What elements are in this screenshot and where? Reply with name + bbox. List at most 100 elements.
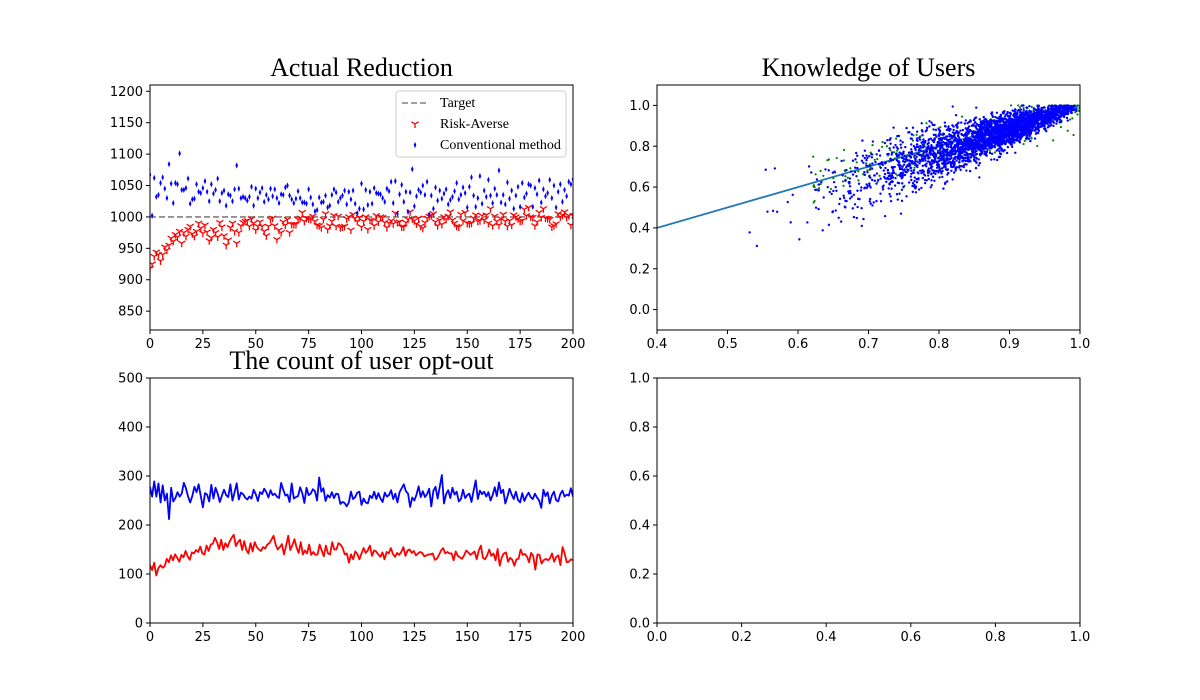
blue-point <box>978 118 981 121</box>
blue-point <box>1005 151 1009 155</box>
green-point <box>925 122 928 125</box>
blue-point <box>921 143 924 146</box>
blue-point <box>1020 132 1023 135</box>
blue-point <box>1030 116 1033 120</box>
blue-point <box>965 138 968 141</box>
blue-point <box>889 199 893 203</box>
blue-point <box>990 124 993 127</box>
blue-point <box>971 124 974 127</box>
blue-point <box>950 140 953 143</box>
blue-point <box>954 166 957 170</box>
risk-averse-point <box>418 225 427 233</box>
blue-point <box>953 133 956 136</box>
blue-point <box>931 123 934 127</box>
blue-point <box>1014 115 1017 119</box>
conventional-point <box>444 186 448 193</box>
blue-point <box>982 145 985 149</box>
conventional-point <box>559 181 562 188</box>
risk-averse-point <box>569 212 573 220</box>
blue-point <box>868 174 871 178</box>
blue-point <box>998 144 1001 147</box>
blue-point <box>865 154 868 157</box>
blue-point <box>927 139 930 142</box>
conventional-point <box>487 176 490 184</box>
blue-point <box>991 127 994 131</box>
blue-point <box>840 159 843 163</box>
risk-averse-point <box>264 223 273 231</box>
blue-point <box>975 143 978 147</box>
blue-point <box>935 166 939 169</box>
blue-point <box>951 105 954 108</box>
blue-point <box>886 176 889 180</box>
blue-point <box>900 199 904 203</box>
conventional-point <box>434 184 437 191</box>
conventional-point <box>408 189 412 196</box>
blue-point <box>986 122 989 126</box>
blue-point <box>937 134 941 138</box>
risk-averse-point <box>156 258 165 265</box>
blue-point <box>913 176 916 179</box>
conventional-point <box>313 208 317 215</box>
blue-point <box>1008 117 1011 120</box>
blue-point <box>963 122 967 125</box>
conventional-point <box>210 181 213 188</box>
blue-point <box>931 175 935 178</box>
conventional-point <box>563 186 566 194</box>
blue-point <box>998 150 1001 153</box>
y-tick-label: 850 <box>118 305 143 320</box>
conventional-point <box>364 186 368 194</box>
blue-point <box>946 168 949 172</box>
blue-point <box>993 128 996 132</box>
blue-point <box>855 174 858 178</box>
blue-point <box>933 137 936 140</box>
blue-point <box>905 126 908 130</box>
blue-point <box>944 151 947 154</box>
conventional-point <box>398 191 401 198</box>
risk-averse-point <box>524 204 533 212</box>
blue-point <box>901 160 905 163</box>
blue-point <box>820 181 823 184</box>
blue-point <box>900 146 903 149</box>
blue-point <box>984 134 987 137</box>
blue-point <box>887 187 890 190</box>
conventional-point <box>478 172 482 180</box>
blue-point <box>949 145 953 148</box>
blue-point <box>934 152 937 156</box>
blue-point <box>951 124 954 127</box>
conventional-point <box>440 195 444 202</box>
blue-point <box>1048 125 1051 128</box>
blue-point <box>1005 122 1008 125</box>
green-point <box>814 173 817 176</box>
blue-point <box>974 140 977 144</box>
blue-point <box>942 132 946 136</box>
blue-point <box>1016 136 1019 139</box>
blue-point <box>963 150 967 154</box>
green-point <box>893 157 897 160</box>
conventional-point <box>561 198 564 206</box>
green-point <box>842 159 846 162</box>
blue-point <box>859 189 863 192</box>
blue-point <box>915 181 919 184</box>
blue-point <box>1019 121 1022 124</box>
blue-point <box>967 156 970 159</box>
blue-point <box>868 168 871 171</box>
risk-averse-point <box>457 211 465 219</box>
conventional-point <box>472 192 475 199</box>
conventional-point <box>290 196 294 203</box>
blue-point <box>871 204 874 207</box>
blue-point <box>932 133 936 137</box>
conventional-point <box>366 201 370 209</box>
risk-averse-point <box>461 209 469 217</box>
risk-averse-point <box>224 237 233 245</box>
optout-series-line <box>150 474 573 521</box>
blue-point <box>1008 114 1012 118</box>
y-tick-label: 1100 <box>110 148 143 163</box>
risk-averse-point <box>429 211 438 218</box>
blue-point <box>922 138 925 141</box>
y-tick-label: 400 <box>118 421 143 436</box>
subplot-title: Knowledge of Users <box>762 53 976 82</box>
blue-point <box>891 167 894 170</box>
blue-point <box>910 172 913 175</box>
blue-point <box>869 186 872 189</box>
green-point <box>1022 142 1025 146</box>
